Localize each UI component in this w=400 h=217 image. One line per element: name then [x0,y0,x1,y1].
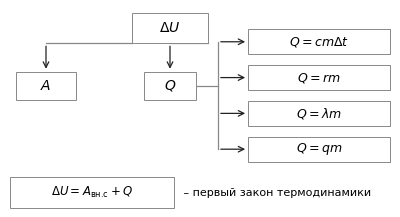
FancyBboxPatch shape [132,13,208,43]
Text: $Q = rm$: $Q = rm$ [297,71,341,85]
Text: $Q$: $Q$ [164,78,176,93]
FancyBboxPatch shape [248,29,390,54]
FancyBboxPatch shape [248,137,390,162]
Text: – первый закон термодинамики: – первый закон термодинамики [180,187,371,198]
FancyBboxPatch shape [248,65,390,90]
Text: $Q = cm\Delta t$: $Q = cm\Delta t$ [289,35,349,49]
FancyBboxPatch shape [10,177,174,208]
FancyBboxPatch shape [248,101,390,126]
Text: $\Delta U$: $\Delta U$ [159,21,181,35]
FancyBboxPatch shape [144,72,196,100]
Text: $\Delta U = A_{\text{вн.с}} + Q$: $\Delta U = A_{\text{вн.с}} + Q$ [51,185,133,200]
Text: $A$: $A$ [40,79,52,93]
FancyBboxPatch shape [16,72,76,100]
Text: $Q = qm$: $Q = qm$ [296,141,342,157]
Text: $Q = \lambda m$: $Q = \lambda m$ [296,106,342,121]
